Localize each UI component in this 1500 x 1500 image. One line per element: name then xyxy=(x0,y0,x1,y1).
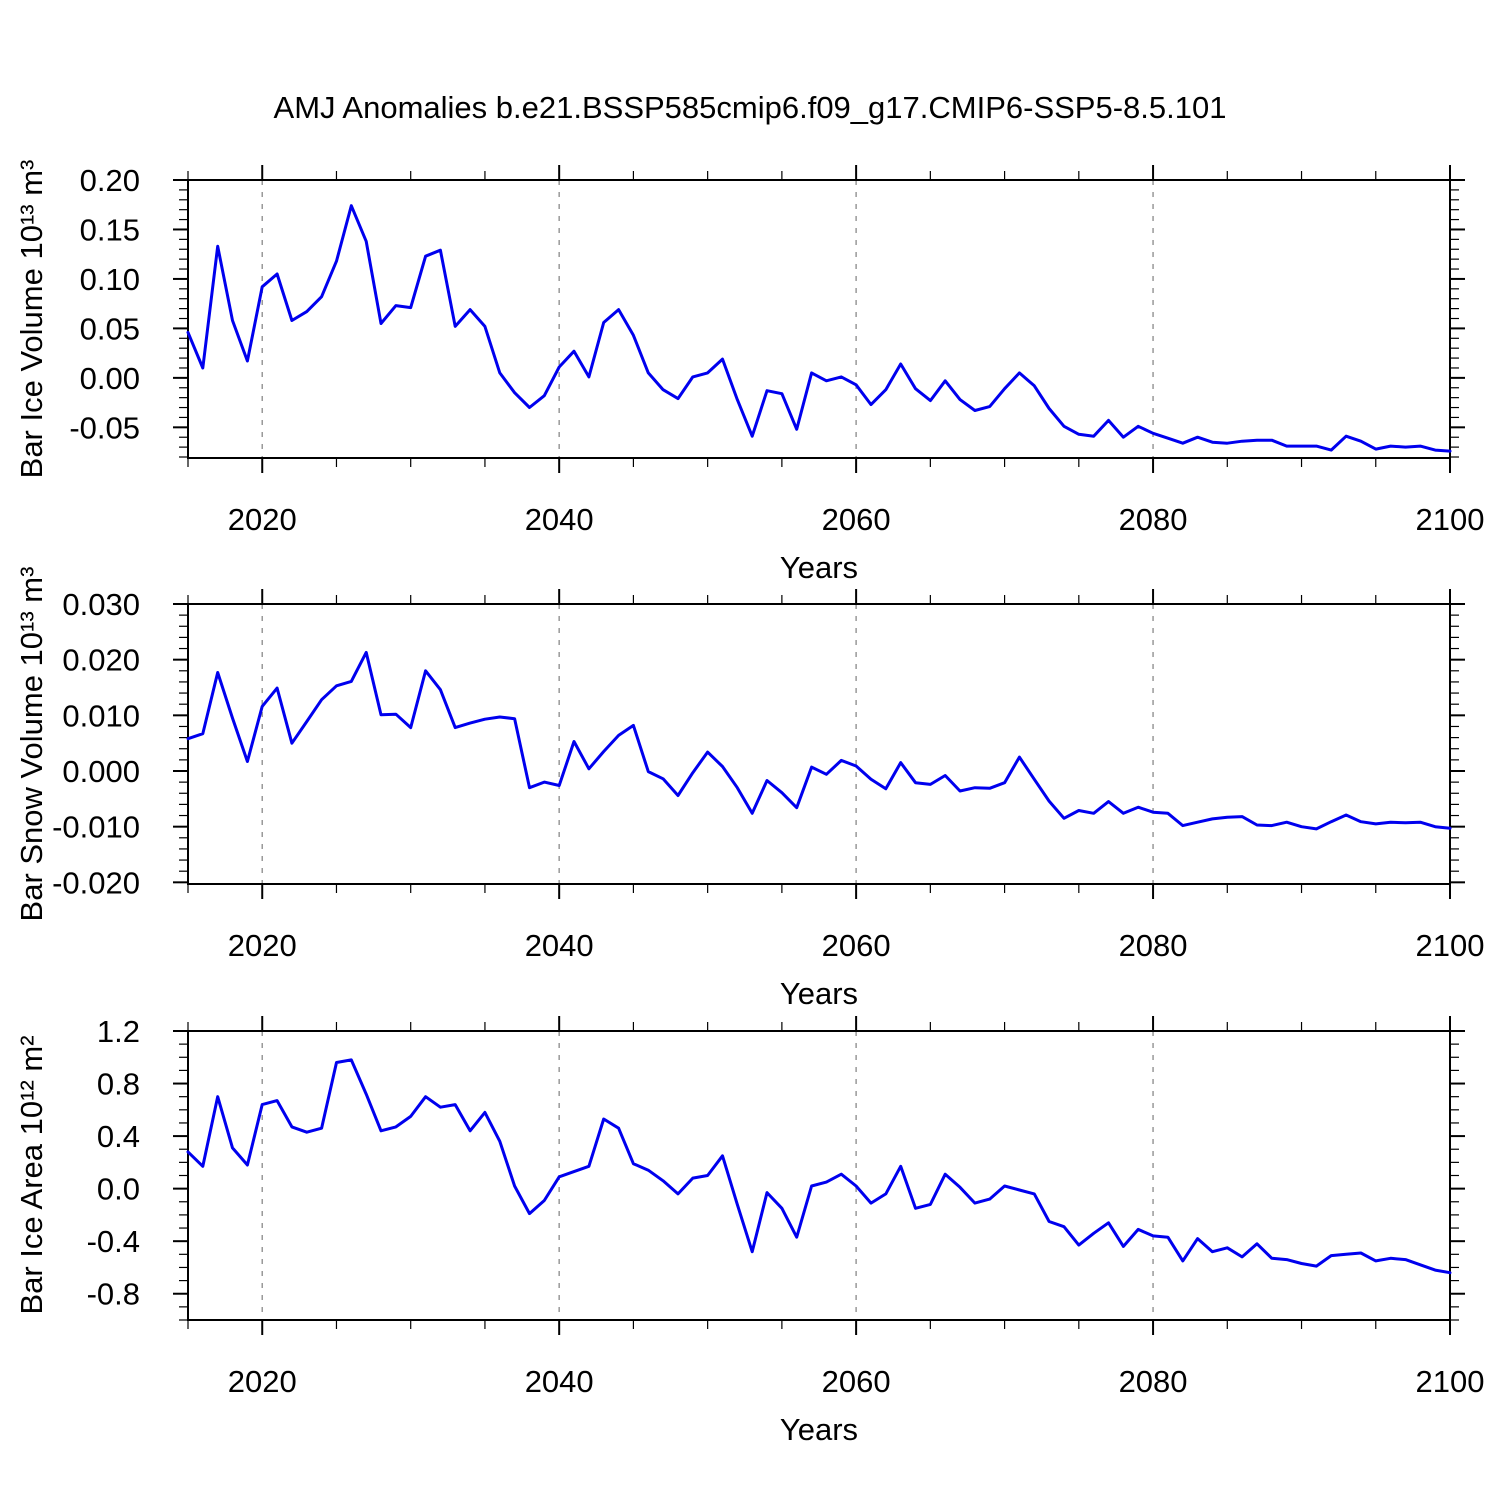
x-tick-label: 2040 xyxy=(525,502,594,537)
x-tick-label: 2020 xyxy=(228,928,297,963)
y-tick-label: 0.8 xyxy=(97,1067,140,1102)
ice-area-series-line xyxy=(186,1058,1452,1275)
years-axis-label-panel2: Years xyxy=(779,976,859,1011)
y-tick-label: -0.020 xyxy=(52,865,140,900)
x-tick-label: 2060 xyxy=(822,502,891,537)
x-tick-label: 2100 xyxy=(1416,502,1485,537)
y-tick-label: 0.05 xyxy=(80,311,140,346)
x-tick-label: 2040 xyxy=(525,1364,594,1399)
x-tick-label: 2020 xyxy=(228,502,297,537)
x-tick-label: 2080 xyxy=(1119,502,1188,537)
y-tick-label: 0.000 xyxy=(62,754,140,789)
x-tick-label: 2020 xyxy=(228,1364,297,1399)
y-tick-label: 0.00 xyxy=(80,361,140,396)
x-tick-label: 2100 xyxy=(1416,928,1485,963)
x-tick-label: 2080 xyxy=(1119,928,1188,963)
chart-title: AMJ Anomalies b.e21.BSSP585cmip6.f09_g17… xyxy=(273,90,1227,125)
x-tick-label: 2040 xyxy=(525,928,594,963)
x-tick-label: 2060 xyxy=(822,928,891,963)
years-axis-label-panel3: Years xyxy=(779,1412,859,1447)
ice-area-frame xyxy=(187,1030,1451,1321)
x-tick-label: 2060 xyxy=(822,1364,891,1399)
y-tick-label: 1.2 xyxy=(97,1014,140,1049)
y-tick-label: 0.4 xyxy=(97,1119,140,1154)
y-tick-label: -0.010 xyxy=(52,810,140,845)
x-tick-label: 2100 xyxy=(1416,1364,1485,1399)
y-tick-label: 0.020 xyxy=(62,643,140,678)
snow-volume-frame xyxy=(187,603,1451,885)
snow-volume-series-line xyxy=(186,650,1452,831)
y-tick-label: 0.10 xyxy=(80,262,140,297)
ice-volume-frame xyxy=(187,179,1451,459)
y-tick-label: 0.010 xyxy=(62,698,140,733)
y-tick-label: 0.030 xyxy=(62,587,140,622)
y-tick-label: 0.15 xyxy=(80,212,140,247)
ice-area-axis-title: Bar Ice Area 10¹² m² xyxy=(14,1035,49,1315)
y-tick-label: -0.4 xyxy=(87,1224,140,1259)
y-tick-label: -0.05 xyxy=(69,410,140,445)
y-tick-label: 0.0 xyxy=(97,1172,140,1207)
y-tick-label: -0.8 xyxy=(87,1277,140,1312)
x-tick-label: 2080 xyxy=(1119,1364,1188,1399)
years-axis-label-panel1: Years xyxy=(779,550,859,585)
y-tick-label: 0.20 xyxy=(80,163,140,198)
ice-volume-series-line xyxy=(186,204,1452,453)
